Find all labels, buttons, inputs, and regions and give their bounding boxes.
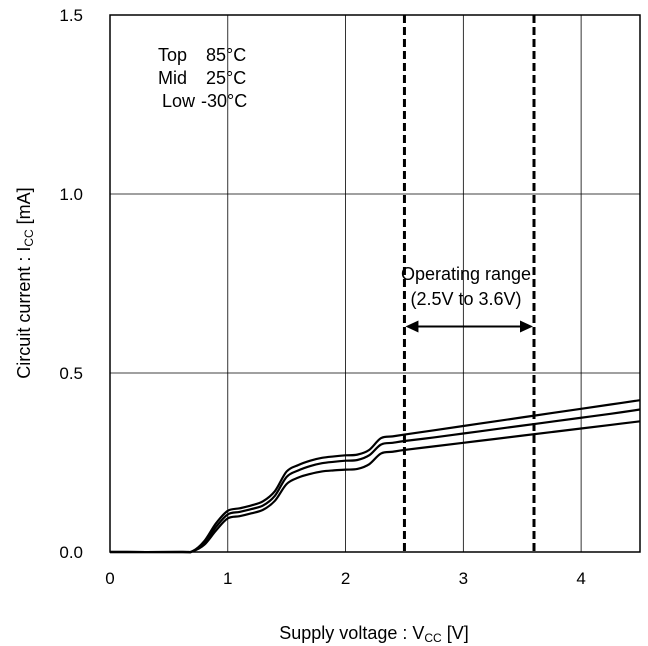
legend-name-low: Low bbox=[162, 91, 196, 111]
grid-lines bbox=[110, 15, 640, 552]
legend-name-mid: Mid bbox=[158, 68, 187, 88]
legend-name-top: Top bbox=[158, 45, 187, 65]
x-tick-label: 4 bbox=[576, 569, 585, 588]
data-series bbox=[109, 399, 641, 554]
y-tick-label: 1.0 bbox=[59, 185, 83, 204]
legend-value-mid: 25°C bbox=[206, 68, 246, 88]
x-tick-label: 2 bbox=[341, 569, 350, 588]
x-tick-label: 1 bbox=[223, 569, 232, 588]
operating-range-label: Operating range bbox=[401, 264, 531, 284]
legend: Top 85°C Mid 25°C Low -30°C bbox=[158, 45, 247, 111]
y-tick-label: 0.5 bbox=[59, 364, 83, 383]
y-tick-label: 0.0 bbox=[59, 543, 83, 562]
x-axis-label: Supply voltage : VCC [V] bbox=[279, 623, 468, 645]
arrow-left-icon bbox=[405, 320, 419, 333]
operating-range-markers bbox=[402, 15, 536, 552]
plot-frame bbox=[109, 14, 641, 553]
series-line-low bbox=[109, 420, 641, 554]
y-axis-label: Circuit current : ICC [mA] bbox=[14, 187, 36, 378]
y-tick-label: 1.5 bbox=[59, 6, 83, 25]
tick-labels: 0 1 2 3 4 0.0 0.5 1.0 1.5 bbox=[59, 6, 585, 588]
x-tick-label: 0 bbox=[105, 569, 114, 588]
operating-range-values: (2.5V to 3.6V) bbox=[410, 289, 521, 309]
legend-value-low: -30°C bbox=[201, 91, 247, 111]
legend-value-top: 85°C bbox=[206, 45, 246, 65]
arrow-right-icon bbox=[520, 320, 533, 333]
x-tick-label: 3 bbox=[459, 569, 468, 588]
series-line-top bbox=[109, 399, 641, 554]
axes bbox=[109, 14, 641, 553]
series-line-mid bbox=[109, 408, 641, 554]
